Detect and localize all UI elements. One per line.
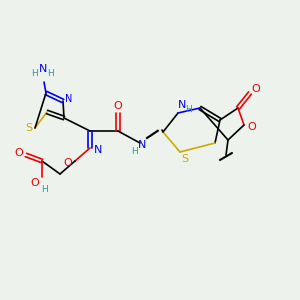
Text: H: H xyxy=(132,148,138,157)
Text: O: O xyxy=(248,122,256,132)
Text: O: O xyxy=(114,101,122,111)
Text: H: H xyxy=(31,70,38,79)
Text: H: H xyxy=(48,70,54,79)
Text: N: N xyxy=(65,94,73,104)
Text: N: N xyxy=(39,64,47,74)
Text: H: H xyxy=(184,106,191,115)
Text: O: O xyxy=(64,158,72,168)
Text: N: N xyxy=(138,140,146,150)
Text: H: H xyxy=(42,184,48,194)
Text: O: O xyxy=(252,84,260,94)
Text: N: N xyxy=(178,100,186,110)
Text: O: O xyxy=(15,148,23,158)
Text: N: N xyxy=(94,145,102,155)
Text: O: O xyxy=(31,178,39,188)
Text: S: S xyxy=(26,123,33,133)
Text: S: S xyxy=(182,154,189,164)
